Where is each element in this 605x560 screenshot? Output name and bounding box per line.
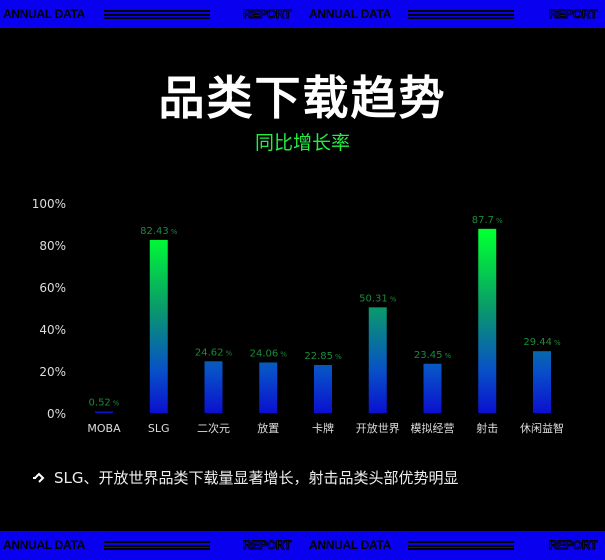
data-label: 22.85% — [304, 351, 342, 362]
data-label: 50.31% — [359, 293, 397, 304]
banner-text: REPORT — [242, 538, 292, 553]
data-label: 87.7% — [472, 215, 503, 226]
y-tick-label: 100% — [32, 197, 66, 211]
diamond-arrow-icon — [33, 472, 45, 483]
x-tick-label: 放置 — [257, 421, 279, 435]
bar — [149, 239, 168, 413]
y-tick-label: 40% — [39, 323, 66, 337]
banner-text: REPORT — [548, 7, 598, 22]
y-tick-label: 60% — [39, 281, 66, 295]
x-tick-label: MOBA — [87, 422, 121, 435]
bar — [423, 363, 442, 413]
data-label: 82.43% — [140, 226, 178, 237]
y-tick-label: 80% — [39, 239, 66, 253]
page-subtitle: 同比增长率 — [254, 132, 350, 154]
data-label: 0.52% — [89, 398, 120, 409]
x-tick-label: 二次元 — [197, 421, 230, 435]
banner-text: ANNUAL DATA — [3, 538, 86, 552]
banner-lines — [104, 10, 210, 19]
bar — [368, 307, 387, 413]
banner-lines — [408, 541, 514, 550]
banner-text: ANNUAL DATA — [3, 7, 86, 21]
banner-text: REPORT — [242, 7, 292, 22]
bottom-banner: ANNUAL DATA REPORT ANNUAL DATA REPORT — [0, 531, 605, 560]
note: SLG、开放世界品类下载量显著增长，射击品类头部优势明显 — [32, 467, 459, 488]
y-tick-label: 20% — [39, 365, 66, 379]
x-tick-label: 卡牌 — [312, 421, 334, 435]
banner-text: ANNUAL DATA — [309, 7, 392, 21]
x-tick-label: 模拟经营 — [411, 421, 455, 435]
data-label: 23.45% — [414, 350, 452, 361]
bar — [533, 351, 551, 413]
top-banner: ANNUAL DATA REPORT ANNUAL DATA REPORT — [0, 0, 605, 28]
x-tick-label: 开放世界 — [356, 421, 400, 435]
y-tick-label: 0% — [47, 407, 66, 421]
banner-lines — [408, 10, 514, 19]
bar — [478, 228, 497, 413]
bar-chart: 0% 20% 40% 60% 80% 100% 0.52 % MOBA 82.43 % SLG 24.6… — [32, 197, 564, 435]
bar — [95, 411, 113, 413]
banner-text: REPORT — [548, 538, 598, 553]
x-tick-label: 射击 — [476, 421, 498, 435]
x-tick-label: 休闲益智 — [520, 421, 564, 435]
note-text: SLG、开放世界品类下载量显著增长，射击品类头部优势明显 — [54, 469, 459, 487]
data-label: 24.06% — [250, 348, 288, 359]
banner-lines — [104, 541, 210, 550]
bar — [314, 365, 332, 413]
bar — [204, 361, 223, 413]
data-label: 29.44% — [523, 337, 561, 348]
x-tick-label: SLG — [148, 422, 170, 435]
bar — [259, 362, 278, 413]
data-label: 24.62% — [195, 347, 233, 358]
banner-text: ANNUAL DATA — [309, 538, 392, 552]
page-title: 品类下载趋势 — [158, 71, 447, 125]
